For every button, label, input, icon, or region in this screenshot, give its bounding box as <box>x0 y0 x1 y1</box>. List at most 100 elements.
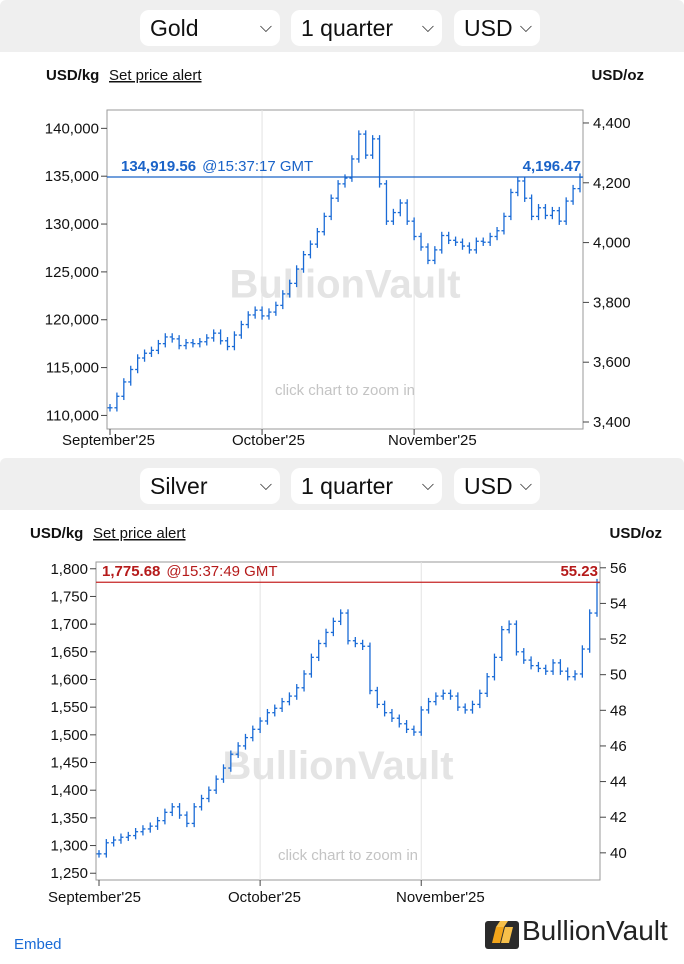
y2-tick-label: 48 <box>610 702 627 719</box>
silver-toolbar: Silver ⌵ 1 quarter ⌵ USD ⌵ <box>0 458 684 510</box>
price-bar <box>370 135 376 159</box>
y2-tick-label: 44 <box>610 774 627 791</box>
price-bar <box>286 692 292 706</box>
brand-name: BullionVault <box>522 915 668 946</box>
price-bar <box>211 329 217 342</box>
price-bar <box>316 639 322 662</box>
price-bar <box>543 664 549 675</box>
current-price-time: @15:37:49 GMT <box>166 563 277 580</box>
price-bar <box>128 365 134 386</box>
price-bar <box>418 232 424 251</box>
price-bar <box>377 135 383 188</box>
silver-chart-panel: Silver ⌵ 1 quarter ⌵ USD ⌵ USD/kg Set pri… <box>0 458 684 964</box>
price-bar <box>259 306 265 320</box>
chevron-down-icon: ⌵ <box>421 19 434 36</box>
price-bar <box>404 199 410 225</box>
current-price-label: 1,775.68 @15:37:49 GMT <box>102 563 278 580</box>
price-bar <box>397 199 403 217</box>
price-bar <box>142 349 148 362</box>
period-select[interactable]: 1 quarter ⌵ <box>291 10 442 46</box>
price-bar <box>221 764 226 783</box>
price-bar <box>374 686 380 709</box>
x-tick-label: October'25 <box>228 889 301 906</box>
price-bar <box>96 850 102 858</box>
x-tick-label: November'25 <box>396 889 485 906</box>
y-tick-label: 1,700 <box>50 616 88 633</box>
y-tick-label: 1,450 <box>50 755 88 772</box>
price-bar <box>390 208 396 225</box>
price-bar <box>280 290 286 310</box>
right-unit-label: USD/oz <box>610 525 663 542</box>
price-bar <box>453 236 459 246</box>
price-bar <box>252 306 258 319</box>
price-bar <box>183 338 189 350</box>
price-bar <box>213 775 219 794</box>
y2-tick-label: 54 <box>610 595 627 612</box>
y2-tick-label: 40 <box>610 845 627 862</box>
y-tick-label: 125,000 <box>45 264 99 281</box>
bullionvault-logo-icon <box>485 921 519 949</box>
metal-select[interactable]: Gold ⌵ <box>140 10 280 46</box>
left-unit-label: USD/kg <box>30 525 83 542</box>
price-bar <box>466 242 472 254</box>
y2-tick-label: 3,800 <box>593 294 631 311</box>
price-bar <box>513 620 519 656</box>
price-bar <box>556 206 562 225</box>
price-bar <box>528 656 534 670</box>
metal-select-value: Silver <box>150 473 208 499</box>
price-bar <box>308 653 314 678</box>
price-bar <box>135 354 141 374</box>
price-bar <box>570 184 576 205</box>
y2-tick-label: 4,200 <box>593 175 631 192</box>
gold-chart-panel: Gold ⌵ 1 quarter ⌵ USD ⌵ USD/kg Set price… <box>0 0 684 456</box>
price-bar <box>529 194 535 221</box>
price-bar <box>411 217 417 241</box>
metal-select[interactable]: Silver ⌵ <box>140 468 280 504</box>
currency-select[interactable]: USD ⌵ <box>454 10 540 46</box>
y-tick-label: 130,000 <box>45 216 99 233</box>
zoom-hint: click chart to zoom in <box>275 382 415 399</box>
price-bar <box>522 177 528 202</box>
set-price-alert-link[interactable]: Set price alert <box>93 525 186 542</box>
y2-tick-label: 56 <box>610 560 627 577</box>
silver-price-chart[interactable]: USD/kg Set price alert USD/oz BullionVault c… <box>0 510 684 964</box>
price-bar <box>125 831 131 841</box>
price-bar <box>501 212 507 235</box>
price-bar <box>169 803 175 817</box>
y2-tick-label: 50 <box>610 667 627 684</box>
price-bar <box>140 825 146 836</box>
period-select-value: 1 quarter <box>301 473 394 499</box>
period-select[interactable]: 1 quarter ⌵ <box>291 468 442 504</box>
y2-tick-label: 52 <box>610 631 627 648</box>
embed-link[interactable]: Embed <box>14 936 62 953</box>
price-bar <box>383 180 389 225</box>
price-bar <box>536 204 542 221</box>
price-bar <box>521 648 527 664</box>
price-bar <box>264 708 270 725</box>
price-bar <box>535 661 541 673</box>
price-bar <box>345 609 351 645</box>
price-bar <box>191 803 197 828</box>
set-price-alert-link[interactable]: Set price alert <box>109 67 202 84</box>
price-bar <box>508 188 514 221</box>
currency-select[interactable]: USD ⌵ <box>454 468 540 504</box>
gold-price-chart[interactable]: USD/kg Set price alert USD/oz BullionVault c… <box>0 52 684 456</box>
price-bar <box>148 346 154 357</box>
price-bar <box>506 620 512 634</box>
price-bar <box>162 333 168 348</box>
price-bar <box>147 822 153 833</box>
y2-tick-label: 3,600 <box>593 354 631 371</box>
y-tick-label: 1,350 <box>50 810 88 827</box>
price-bar <box>245 311 251 329</box>
y-tick-label: 1,800 <box>50 561 88 578</box>
price-bar <box>155 816 161 830</box>
price-bar <box>133 827 139 840</box>
price-bar <box>328 194 334 221</box>
price-bar <box>446 231 452 245</box>
price-bar <box>389 708 395 722</box>
y-tick-label: 120,000 <box>45 312 99 329</box>
price-bar <box>432 246 438 265</box>
y-tick-label: 1,400 <box>50 782 88 799</box>
price-bar <box>418 706 424 736</box>
price-bar <box>473 237 479 254</box>
